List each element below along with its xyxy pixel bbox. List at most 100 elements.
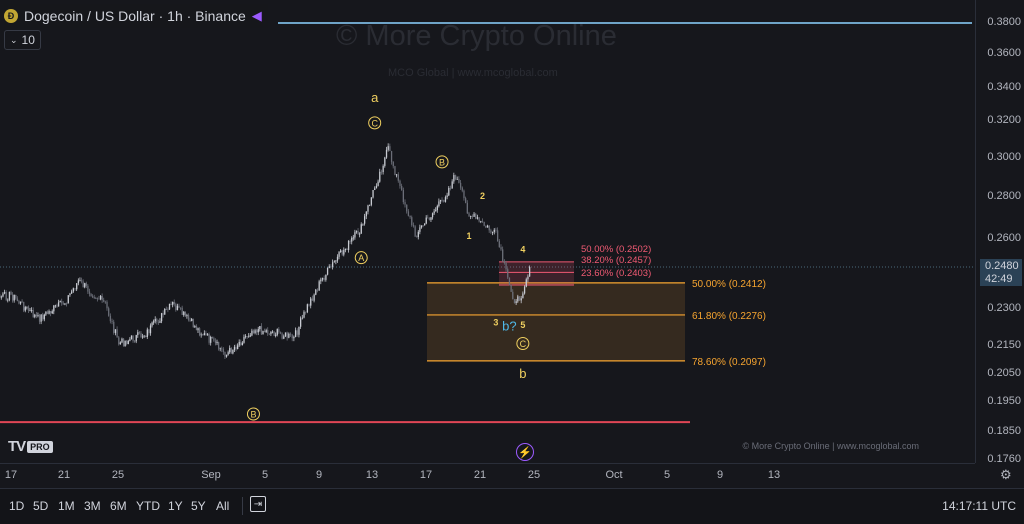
range-button-5y[interactable]: 5Y: [191, 499, 206, 513]
candle-body: [172, 302, 173, 305]
range-button-ytd[interactable]: YTD: [136, 499, 160, 513]
interval-selector[interactable]: ⌄ 10: [4, 30, 41, 50]
candle-body: [194, 326, 195, 327]
candle-body: [300, 318, 301, 326]
candle-body: [258, 329, 259, 332]
candle-body: [1, 297, 2, 298]
range-button-1m[interactable]: 1M: [58, 499, 75, 513]
candle-body: [426, 218, 427, 224]
candle-body: [223, 349, 224, 352]
replay-icon[interactable]: ⇥: [250, 496, 266, 512]
candle-body: [48, 311, 49, 314]
range-button-6m[interactable]: 6M: [110, 499, 127, 513]
candle-body: [377, 182, 378, 186]
candle-body: [356, 231, 357, 232]
candle-body: [446, 195, 447, 197]
symbol-title[interactable]: Dogecoin / US Dollar · 1h · Binance: [24, 8, 246, 24]
candle-body: [448, 188, 449, 195]
candle-body: [153, 321, 154, 322]
fib-label-red: 23.60% (0.2403): [581, 268, 651, 279]
candle-body: [393, 162, 394, 166]
candle-body: [118, 337, 119, 344]
lightning-icon[interactable]: ⚡: [516, 443, 534, 461]
candle-body: [111, 321, 112, 322]
candle-body: [12, 294, 13, 300]
candle-body: [254, 330, 255, 333]
candle-body: [267, 330, 268, 334]
wave-label: 4: [520, 244, 525, 254]
footer-note: © More Crypto Online | www.mcoglobal.com: [742, 441, 919, 451]
candle-body: [362, 224, 363, 225]
candle-body: [512, 292, 513, 299]
candle-body: [124, 341, 125, 346]
candle-body: [383, 166, 384, 172]
candle-body: [422, 225, 423, 226]
candle-body: [26, 307, 27, 308]
wave-label: 1: [466, 231, 471, 241]
candle-body: [470, 216, 471, 217]
candle-body: [87, 286, 88, 292]
price-chart[interactable]: 50.00% (0.2412)61.80% (0.2276)78.60% (0.…: [0, 0, 975, 463]
candle-body: [228, 352, 229, 354]
candle-body: [235, 347, 236, 349]
candle-body: [524, 287, 525, 294]
range-button-1y[interactable]: 1Y: [168, 499, 183, 513]
candle-body: [169, 304, 170, 310]
candle-body: [475, 214, 476, 219]
candle-body: [71, 291, 72, 293]
gear-icon[interactable]: ⚙: [1000, 467, 1012, 483]
candle-body: [18, 301, 19, 303]
candle-body: [327, 268, 328, 275]
candle-body: [120, 342, 121, 344]
tradingview-logo[interactable]: TV PRO: [8, 438, 53, 455]
fib-zone-red: [499, 262, 574, 285]
time-tick-label: 25: [528, 469, 540, 481]
candle-body: [212, 337, 213, 338]
candle-body: [240, 342, 241, 345]
candle-body: [313, 295, 314, 301]
candle-body: [108, 308, 109, 316]
candle-body: [205, 333, 206, 335]
candle-body: [89, 292, 90, 294]
indicator-icon[interactable]: ◀: [252, 8, 262, 24]
candle-body: [95, 298, 96, 299]
range-button-3m[interactable]: 3M: [84, 499, 101, 513]
candle-body: [335, 260, 336, 261]
candle-body: [201, 335, 202, 336]
candle-body: [427, 218, 428, 219]
candle-body: [389, 146, 390, 151]
candle-body: [166, 309, 167, 310]
candle-body: [467, 203, 468, 213]
range-button-1d[interactable]: 1D: [9, 499, 24, 513]
candle-body: [73, 288, 74, 291]
candle-body: [25, 307, 26, 310]
candle-body: [53, 306, 54, 312]
candle-body: [44, 315, 45, 320]
candle-body: [66, 303, 67, 304]
fib-label-red: 38.20% (0.2457): [581, 255, 651, 266]
range-button-all[interactable]: All: [216, 499, 229, 513]
candle-body: [61, 301, 62, 303]
chart-area[interactable]: © More Crypto Online MCO Global | www.mc…: [0, 0, 975, 463]
range-button-5d[interactable]: 5D: [33, 499, 48, 513]
time-tick-label: Sep: [201, 469, 221, 481]
candle-body: [189, 320, 190, 321]
candle-body: [330, 266, 331, 267]
candle-body: [457, 179, 458, 180]
clock[interactable]: 14:17:11 UTC: [942, 499, 1016, 513]
chevron-down-icon: ⌄: [10, 35, 18, 46]
candle-body: [68, 295, 69, 303]
candle-body: [280, 332, 281, 333]
candle-body: [115, 329, 116, 333]
candle-body: [527, 277, 528, 280]
symbol-header[interactable]: Ð Dogecoin / US Dollar · 1h · Binance ◀: [4, 4, 268, 28]
candle-body: [237, 345, 238, 349]
wave-label: A: [358, 253, 364, 263]
candle-body: [502, 249, 503, 261]
candle-body: [507, 269, 508, 277]
price-tick-label: 0.3200: [987, 114, 1021, 126]
candle-body: [28, 307, 29, 311]
candle-body: [158, 322, 159, 323]
